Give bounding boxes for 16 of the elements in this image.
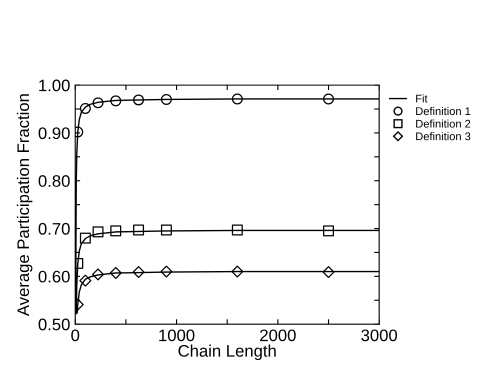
x-tick-label: 1000 — [159, 329, 194, 342]
y-tick-label: 0.90 — [38, 127, 70, 140]
legend-label: Definition 2 — [416, 120, 470, 128]
x-tick-label: 0 — [71, 329, 80, 342]
y-tick-label: 0.60 — [38, 270, 70, 283]
legend-label: Definition 1 — [416, 106, 470, 116]
x-tick-label: 2000 — [260, 329, 296, 342]
y-tick-label: 0.70 — [38, 222, 70, 235]
y-tick-label: 0.80 — [38, 175, 70, 187]
legend-label: Definition 3 — [416, 132, 470, 140]
x-tick-label: 3000 — [361, 329, 398, 342]
y-tick-label: 1.00 — [39, 80, 70, 92]
legend-label: Fit — [416, 94, 428, 102]
y-tick-label: 0.50 — [38, 318, 70, 330]
y-axis-title: Average Participation Fraction — [16, 94, 32, 316]
x-axis-title: Chain Length — [178, 344, 276, 360]
